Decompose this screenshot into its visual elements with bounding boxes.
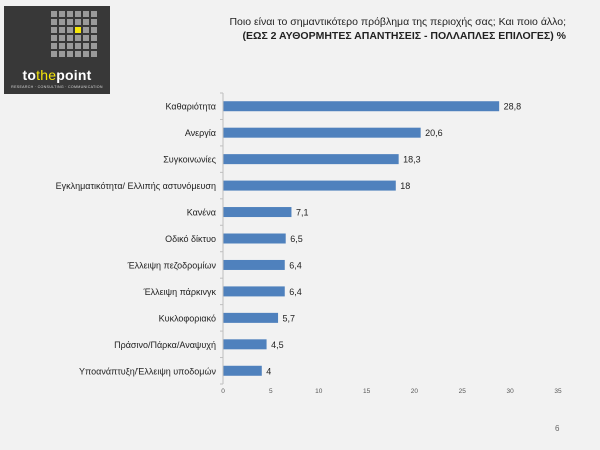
category-label: Πράσινο/Πάρκα/Αναψυχή — [114, 340, 216, 350]
chart-title: Ποιο είναι το σημαντικότερο πρόβλημα της… — [146, 15, 566, 43]
logo-dot — [51, 27, 57, 33]
category-label: Υποανάπτυξη/Έλλειψη υποδομών — [79, 366, 216, 376]
logo-dot — [67, 51, 73, 57]
logo-tagline: RESEARCH · CONSULTING · COMMUNICATION — [11, 85, 103, 89]
category-label: Κανένα — [187, 208, 216, 218]
logo-dot — [67, 35, 73, 41]
logo-dot — [75, 19, 81, 25]
category-label: Έλλειψη πάρκινγκ — [143, 287, 217, 297]
category-label: Οδικό δίκτυο — [165, 234, 216, 244]
bar — [223, 339, 267, 350]
logo-dot — [67, 43, 73, 49]
logo-dot — [51, 19, 57, 25]
logo-dot — [59, 35, 65, 41]
logo-dot — [91, 11, 97, 17]
x-tick-label: 35 — [554, 388, 562, 395]
data-label: 6,5 — [290, 234, 303, 244]
logo-dot-grid — [51, 11, 97, 57]
bar — [223, 207, 292, 218]
logo-dot — [83, 11, 89, 17]
category-label: Εγκληματικότητα/ Ελλιπής αστυνόμευση — [56, 181, 216, 191]
logo-dot — [91, 19, 97, 25]
chart-title-line1: Ποιο είναι το σημαντικότερο πρόβλημα της… — [229, 16, 566, 28]
logo-dot — [83, 43, 89, 49]
logo-dot — [51, 35, 57, 41]
logo-dot — [59, 51, 65, 57]
page-number: 6 — [555, 424, 560, 433]
logo-dot — [67, 27, 73, 33]
bar — [223, 286, 285, 297]
category-label: Συγκοινωνίες — [163, 155, 216, 165]
bar — [223, 154, 399, 165]
x-tick-label: 10 — [315, 388, 323, 395]
data-label: 4 — [266, 366, 271, 376]
data-label: 20,6 — [425, 128, 443, 138]
logo-brand: tothepoint — [22, 67, 92, 83]
category-label: Κυκλοφοριακό — [159, 313, 216, 323]
data-label: 5,7 — [283, 313, 296, 323]
x-tick-label: 25 — [459, 388, 467, 395]
category-label: Ανεργία — [185, 128, 216, 138]
logo-dot — [91, 27, 97, 33]
logo-dot — [51, 51, 57, 57]
data-label: 6,4 — [289, 287, 302, 297]
logo-dot — [51, 11, 57, 17]
logo-dot — [83, 27, 89, 33]
x-tick-label: 5 — [269, 388, 273, 395]
data-label: 28,8 — [504, 102, 522, 112]
logo-dot — [83, 19, 89, 25]
logo-dot — [59, 19, 65, 25]
bar — [223, 312, 279, 323]
x-tick-label: 30 — [507, 388, 515, 395]
x-tick-label: 15 — [363, 388, 371, 395]
logo-dot — [75, 35, 81, 41]
chart-title-line2: (ΕΩΣ 2 ΑΥΘΟΡΜΗΤΕΣ ΑΠΑΝΤΗΣΕΙΣ - ΠΟΛΛΑΠΛΕΣ… — [242, 30, 566, 42]
logo-dot — [59, 27, 65, 33]
logo-dot — [83, 35, 89, 41]
data-label: 18,3 — [403, 155, 421, 165]
logo-dot — [51, 43, 57, 49]
data-label: 18 — [400, 181, 410, 191]
logo-dot — [75, 51, 81, 57]
logo-dot — [59, 43, 65, 49]
bar — [223, 233, 286, 244]
logo-dot — [83, 51, 89, 57]
logo-dot — [75, 11, 81, 17]
logo-dot — [75, 27, 81, 33]
logo-dot — [67, 11, 73, 17]
data-label: 6,4 — [289, 260, 302, 270]
data-label: 7,1 — [296, 208, 309, 218]
logo-dot — [91, 35, 97, 41]
bar — [223, 259, 285, 270]
logo-dot — [75, 43, 81, 49]
logo: tothepoint RESEARCH · CONSULTING · COMMU… — [4, 6, 110, 94]
bar — [223, 101, 500, 112]
bar — [223, 365, 262, 376]
x-tick-label: 20 — [411, 388, 419, 395]
logo-dot — [59, 11, 65, 17]
logo-dot — [67, 19, 73, 25]
category-label: Έλλειψη πεζοδρομίων — [127, 260, 217, 270]
bar — [223, 180, 396, 191]
logo-dot — [91, 43, 97, 49]
data-label: 4,5 — [271, 340, 284, 350]
category-label: Καθαριότητα — [166, 102, 217, 112]
x-tick-label: 0 — [221, 388, 225, 395]
bar — [223, 127, 421, 138]
logo-dot — [91, 51, 97, 57]
